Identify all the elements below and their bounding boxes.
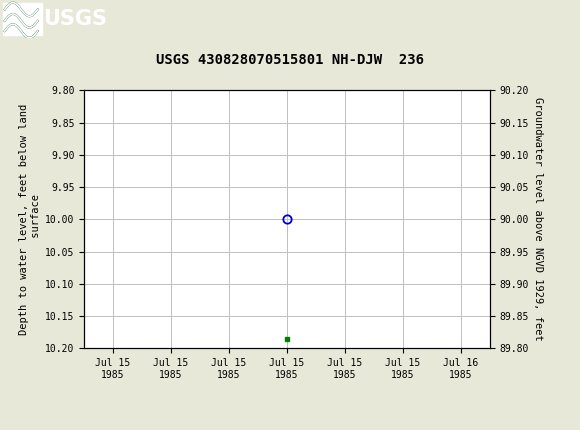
Y-axis label: Depth to water level, feet below land
 surface: Depth to water level, feet below land su… <box>19 104 41 335</box>
Text: USGS: USGS <box>44 9 107 29</box>
Bar <box>3 3 42 35</box>
Y-axis label: Groundwater level above NGVD 1929, feet: Groundwater level above NGVD 1929, feet <box>534 98 543 341</box>
Text: USGS 430828070515801 NH-DJW  236: USGS 430828070515801 NH-DJW 236 <box>156 53 424 67</box>
